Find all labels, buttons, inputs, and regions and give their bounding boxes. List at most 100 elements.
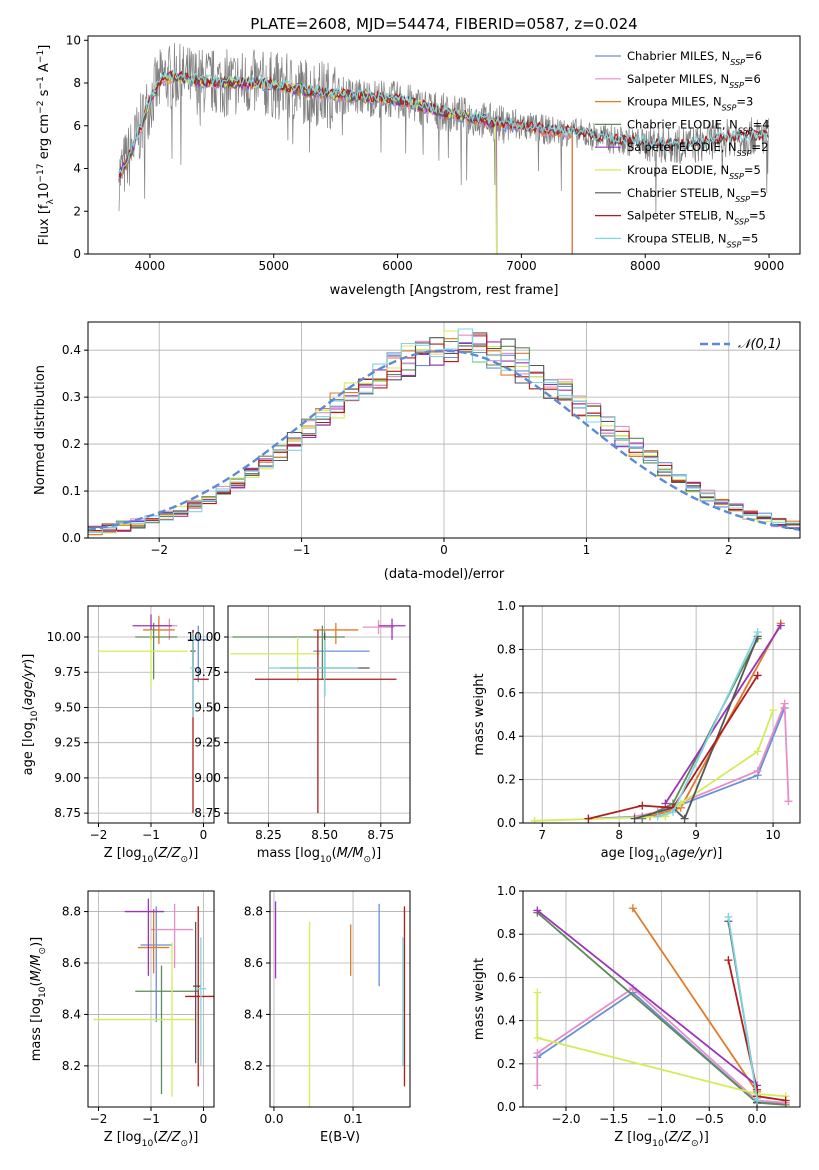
x-tick-label: −0.5	[695, 1112, 724, 1126]
y-tick-label: 0.6	[497, 686, 516, 700]
weight-Z-marks	[533, 904, 790, 1107]
y-tick-label: 9.75	[54, 665, 81, 679]
y-tick-label: 0.0	[62, 531, 81, 545]
y-tick-label: 0.1	[62, 484, 81, 498]
legend-entry: Kroupa ELODIE, NSSP=5	[627, 163, 761, 181]
x-tick-label: 7000	[506, 259, 537, 273]
weight-line	[664, 625, 782, 804]
y-tick-label: 10.00	[187, 630, 221, 644]
y-tick-label: 1.0	[497, 884, 516, 898]
residuals-axes	[88, 322, 800, 539]
age-mass-marks	[230, 618, 406, 814]
weight-Z-frame: −2.0 −1.5 −1.0 −0.5 0.0 0.0 0.2 0.4 0.6 0.8 1.0 Z […	[472, 884, 801, 1149]
x-tick-label: 6000	[382, 259, 413, 273]
mass-Z-frame: −2 −1 0 8.2 8.4 8.6 8.8 Z [log10(Z/Z⊙)] mass [lo…	[29, 890, 215, 1149]
x-tick-label: 9000	[754, 259, 785, 273]
data-point	[378, 618, 406, 640]
y-tick-label: 9.00	[54, 771, 81, 785]
weight-marker	[676, 799, 685, 808]
y-tick-label: 9.25	[194, 736, 221, 750]
fit-line	[118, 68, 769, 176]
y-tick-label: 8.2	[62, 1059, 81, 1073]
x-tick-label: 8000	[630, 259, 661, 273]
weight-marker	[533, 1049, 542, 1057]
data-point	[93, 942, 196, 1097]
x-tick-label: 1	[583, 543, 591, 557]
y-tick-label: 8.75	[54, 806, 81, 820]
weight-marker	[753, 671, 762, 680]
mass-ebv-border	[269, 890, 411, 1108]
x-axis-label: mass [log10(M/M⊙)]	[257, 846, 381, 865]
legend-entry: Kroupa MILES, NSSP=3	[627, 95, 753, 113]
weight-age-border	[522, 605, 801, 824]
weight-marker	[669, 808, 678, 817]
y-tick-label: 0.0	[497, 1100, 516, 1114]
y-tick-label: 0.3	[62, 390, 81, 404]
weight-marker	[584, 814, 593, 823]
y-tick-label: 0.6	[497, 970, 516, 984]
data-point	[135, 965, 199, 1095]
data-point	[193, 921, 201, 1064]
data-point	[190, 632, 196, 718]
weight-marker	[724, 912, 733, 921]
data-point	[140, 906, 172, 1023]
mass-Z-marks	[93, 898, 214, 1097]
y-tick-label: 9.50	[54, 700, 81, 714]
y-tick-label: 8.8	[62, 905, 81, 919]
age-mass-background	[228, 606, 410, 823]
weight-marker	[533, 1033, 542, 1042]
weight-marker	[533, 988, 542, 997]
y-tick-label: 9.50	[194, 700, 221, 714]
weight-marker	[533, 1081, 542, 1090]
weight-marker	[776, 621, 785, 630]
residual-histogram	[88, 328, 800, 534]
y-tick-label: 8.2	[244, 1059, 263, 1073]
x-tick-label: 0.0	[264, 1112, 283, 1126]
spectrum-marks	[118, 42, 770, 254]
y-axis-label: age [log10(age/yr)]	[21, 654, 40, 776]
x-tick-label: 8	[615, 828, 623, 842]
x-axis-label: E(B-V)	[320, 1130, 360, 1145]
y-tick-label: 0.2	[62, 437, 81, 451]
y-tick-label: 10.00	[47, 630, 81, 644]
legend-entry: Chabrier ELODIE, NSSP=4	[627, 117, 770, 135]
legend-entry: 𝒩(0,1)	[738, 337, 781, 352]
y-axis-label: Flux [fλ10−17 erg cm−2 s−1 A−1]	[36, 45, 56, 246]
x-tick-label: −2	[90, 1112, 108, 1126]
data-point	[362, 620, 395, 635]
age-Z-marks	[98, 614, 209, 814]
weight-marker	[680, 814, 689, 823]
x-tick-label: −2	[90, 828, 108, 842]
data-point	[137, 909, 170, 974]
weight-line	[536, 991, 786, 1104]
y-tick-label: 8.8	[244, 905, 263, 919]
weight-age-frame: 7 8 9 10 0.0 0.2 0.4 0.6 0.8 1.0 age [log10(age/yr…	[472, 599, 801, 865]
data-point	[313, 622, 359, 645]
weight-marker	[753, 747, 762, 756]
weight-Z-axes	[523, 890, 800, 1108]
y-axis-label: mass weight	[472, 958, 487, 1040]
data-point	[151, 903, 193, 969]
weight-age-marks	[530, 619, 793, 823]
x-tick-label: 4000	[135, 259, 166, 273]
x-axis-label: Z [log10(Z/Z⊙)]	[614, 1130, 709, 1149]
y-tick-label: 0.8	[497, 927, 516, 941]
weight-marker	[533, 906, 542, 915]
y-axis-label: mass [log10(M/M⊙)]	[29, 937, 48, 1061]
data-point	[195, 937, 207, 1066]
y-tick-label: 10	[66, 33, 81, 47]
x-tick-label: 8.50	[311, 828, 338, 842]
x-tick-label: 0	[200, 828, 208, 842]
y-tick-label: 4	[73, 162, 81, 176]
x-tick-label: 0.1	[344, 1112, 363, 1126]
y-tick-label: 0.4	[497, 1014, 516, 1028]
age-mass-axes	[228, 606, 410, 823]
data-point	[124, 898, 165, 976]
weight-marker	[753, 1096, 762, 1105]
legend-entry: Chabrier MILES, NSSP=6	[627, 49, 762, 67]
y-tick-label: 0	[73, 247, 81, 261]
weight-marker	[724, 956, 733, 965]
y-axis-label: Normed distribution	[33, 365, 48, 495]
legend-entry: Kroupa STELIB, NSSP=5	[627, 231, 758, 249]
x-tick-label: −1.5	[599, 1112, 628, 1126]
